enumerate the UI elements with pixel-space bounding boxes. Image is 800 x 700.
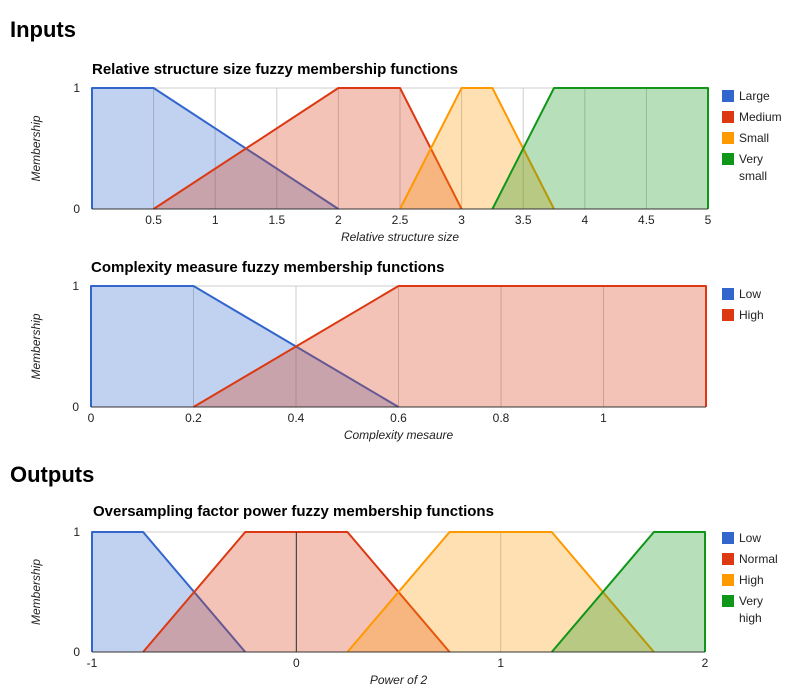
legend-swatch: [722, 595, 734, 607]
x-tick-label: 0: [293, 656, 300, 670]
complexity-chart: 0 0.2 0.4 0.6 0.8 1 0 1 Complexity mesaure Member…: [29, 279, 764, 442]
legend-swatch: [722, 90, 734, 102]
legend-swatch: [722, 532, 734, 544]
x-tick-label: 2: [702, 656, 709, 670]
legend-label: Very small: [739, 152, 767, 183]
legend-swatch: [722, 288, 734, 300]
y-tick-label: 1: [72, 279, 79, 293]
x-tick-label: 4: [581, 213, 588, 227]
x-tick-label: 2.5: [392, 213, 409, 227]
outputs-section-title: Outputs: [10, 462, 95, 487]
y-axis-title: Membership: [29, 115, 43, 181]
series-line-high: [192, 285, 707, 408]
x-tick-label: -1: [87, 656, 98, 670]
legend-label: Medium: [739, 110, 782, 124]
x-tick-label: 0.6: [390, 411, 407, 425]
x-tick-label: 4.5: [638, 213, 655, 227]
legend-label: Large: [739, 89, 770, 103]
x-tick-label: 1: [212, 213, 219, 227]
legend-label: Small: [739, 131, 769, 145]
x-tick-label: 0.5: [145, 213, 162, 227]
chart-title-structure-size: Relative structure size fuzzy membership…: [92, 61, 458, 78]
y-tick-label: 0: [73, 645, 80, 659]
legend-swatch: [722, 574, 734, 586]
x-tick-label: 1: [600, 411, 607, 425]
oversampling-chart: -1 0 1 2 0 1 Power of 2 Membership Low Normal High…: [29, 525, 778, 687]
legend-label: High: [739, 573, 764, 587]
legend-swatch: [722, 309, 734, 321]
legend-swatch: [722, 553, 734, 565]
x-tick-label: 1: [497, 656, 504, 670]
legend-swatch: [722, 153, 734, 165]
series-area-medium: [153, 88, 462, 209]
x-tick-label: 3: [458, 213, 465, 227]
x-tick-label: 0: [88, 411, 95, 425]
chart-title-oversampling: Oversampling factor power fuzzy membersh…: [93, 503, 494, 520]
structure-size-chart: 0.5 1 1.5 2 2.5 3 3.5 4 4.5 5 0 1 Relative structure…: [29, 81, 782, 244]
series-area-small: [400, 88, 554, 209]
series-area-very-high: [551, 532, 705, 652]
x-axis-title: Power of 2: [370, 673, 428, 687]
legend-swatch: [722, 132, 734, 144]
x-tick-label: 0.8: [493, 411, 510, 425]
series-area-low: [91, 286, 399, 407]
series-area-high: [193, 286, 706, 407]
x-tick-label: 1.5: [268, 213, 285, 227]
series-area-low: [92, 532, 246, 652]
series-line-very-small: [491, 87, 709, 210]
y-axis-title: Membership: [29, 313, 43, 379]
x-tick-label: 5: [705, 213, 712, 227]
y-axis-title: Membership: [29, 559, 43, 625]
series-line-very-high: [550, 531, 706, 653]
series-area-very-small: [492, 88, 708, 209]
legend-label: Low: [739, 531, 761, 545]
y-tick-label: 1: [73, 525, 80, 539]
legend-label: Low: [739, 287, 761, 301]
x-tick-label: 0.2: [185, 411, 202, 425]
legend-label: Normal: [739, 552, 778, 566]
x-axis-title: Relative structure size: [341, 230, 459, 244]
y-tick-label: 0: [72, 400, 79, 414]
x-tick-label: 3.5: [515, 213, 532, 227]
series-area-large: [92, 88, 339, 209]
inputs-section-title: Inputs: [10, 17, 76, 42]
x-axis-title: Complexity mesaure: [344, 428, 454, 442]
legend-label: Very high: [739, 594, 763, 625]
x-tick-label: 0.4: [288, 411, 305, 425]
legend-label: High: [739, 308, 764, 322]
y-tick-label: 0: [73, 202, 80, 216]
y-tick-label: 1: [73, 81, 80, 95]
legend-swatch: [722, 111, 734, 123]
x-tick-label: 2: [335, 213, 342, 227]
chart-title-complexity: Complexity measure fuzzy membership func…: [91, 259, 445, 276]
